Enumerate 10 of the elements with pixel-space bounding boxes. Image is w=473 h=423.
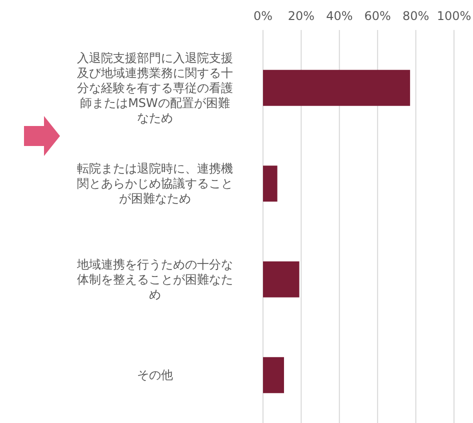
x-tick-label: 60% <box>364 9 391 23</box>
y-tick-label: 地域連携を行うための十分な体制を整えることが困難なため <box>76 257 233 302</box>
x-tick-label: 0% <box>253 9 273 23</box>
x-tick-label: 20% <box>288 9 315 23</box>
x-tick-label: 80% <box>402 9 430 23</box>
x-tick-label: 100% <box>436 9 472 23</box>
x-tick-label: 40% <box>326 9 353 23</box>
y-tick-label: 転院または退院時に、連携機関とあらかじめ協議することが困難なため <box>77 162 233 206</box>
y-tick-label: その他 <box>137 368 173 382</box>
y-tick-label: 入退院支援部門に入退院支援及び地域連携業務に関する十分な経験を有する専従の看護師またはMSWの配置が困難なため <box>77 50 233 125</box>
